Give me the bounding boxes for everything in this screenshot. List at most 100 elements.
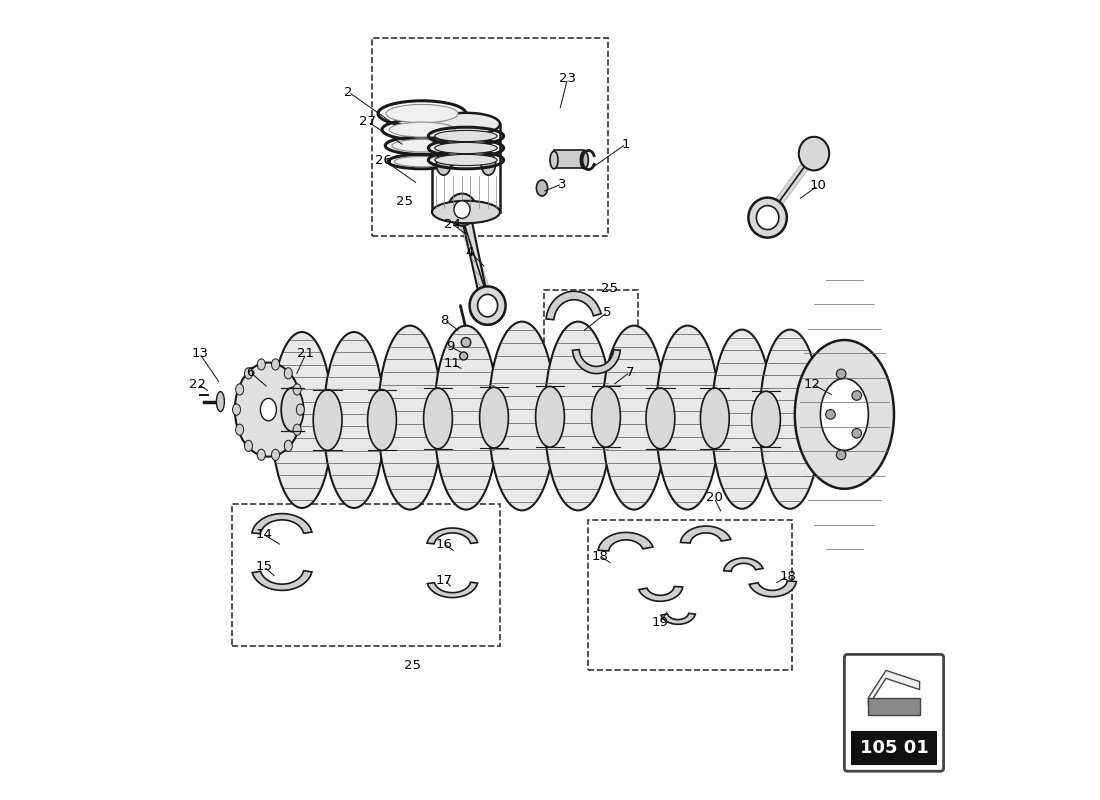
Ellipse shape [470,286,506,325]
Ellipse shape [454,201,470,218]
Ellipse shape [434,130,497,142]
Polygon shape [868,670,920,706]
Ellipse shape [646,388,674,449]
Text: 20: 20 [705,491,723,504]
Text: 16: 16 [436,538,453,550]
Circle shape [826,410,835,419]
Text: 18: 18 [780,570,796,582]
Polygon shape [427,528,477,544]
Ellipse shape [378,326,442,510]
Polygon shape [749,581,796,597]
Text: 105 01: 105 01 [859,739,928,757]
Ellipse shape [656,326,719,510]
Polygon shape [639,586,683,602]
Ellipse shape [232,404,241,415]
Ellipse shape [537,180,548,196]
Text: 11: 11 [444,358,461,370]
Text: 14: 14 [255,528,272,541]
Ellipse shape [712,330,772,509]
Ellipse shape [272,332,332,508]
Bar [373,38,608,236]
Bar [543,290,638,364]
Ellipse shape [294,384,301,395]
Text: 9: 9 [446,340,454,353]
Text: 13: 13 [191,347,208,360]
Text: 7: 7 [626,366,635,378]
Ellipse shape [748,198,786,238]
Ellipse shape [799,137,829,170]
Ellipse shape [323,332,384,508]
Ellipse shape [235,424,243,435]
Text: 25: 25 [396,195,412,208]
Ellipse shape [701,388,729,449]
Circle shape [836,369,846,378]
Text: 19: 19 [652,616,669,629]
Bar [850,731,937,765]
Ellipse shape [481,153,496,175]
Polygon shape [598,533,653,551]
Ellipse shape [282,388,304,432]
Text: 25: 25 [404,659,421,672]
Text: 15: 15 [255,560,272,573]
Ellipse shape [432,113,500,135]
Bar [232,504,499,646]
Ellipse shape [432,201,500,223]
Ellipse shape [434,142,497,154]
Text: 22: 22 [189,378,207,390]
Ellipse shape [392,139,452,152]
Ellipse shape [437,153,451,175]
Ellipse shape [284,440,293,451]
Text: 17: 17 [436,574,453,586]
Ellipse shape [394,157,450,166]
Ellipse shape [795,340,894,489]
Text: 8: 8 [440,314,449,326]
Text: 23: 23 [559,72,576,85]
Text: 24: 24 [444,218,461,230]
Ellipse shape [257,358,265,370]
Ellipse shape [460,352,467,360]
Ellipse shape [389,122,454,137]
Ellipse shape [217,392,224,411]
Ellipse shape [234,362,302,457]
Text: 18: 18 [591,550,608,562]
Text: 2: 2 [344,86,353,98]
Text: eurospares: eurospares [296,393,804,471]
Text: 27: 27 [359,115,376,128]
Ellipse shape [261,398,276,421]
Ellipse shape [602,326,666,510]
Polygon shape [252,571,312,590]
Ellipse shape [760,330,821,509]
Text: 6: 6 [245,366,254,378]
Polygon shape [661,614,695,624]
Text: 1: 1 [621,138,630,150]
Polygon shape [461,212,487,298]
Text: 25: 25 [602,282,618,294]
Polygon shape [681,526,730,543]
Circle shape [852,429,861,438]
Ellipse shape [294,424,301,435]
Ellipse shape [477,294,497,317]
Ellipse shape [448,194,476,226]
Ellipse shape [751,391,780,447]
Ellipse shape [424,388,452,449]
Circle shape [852,390,861,400]
Polygon shape [546,291,601,320]
Ellipse shape [757,206,779,230]
Bar [588,520,792,670]
Ellipse shape [550,151,558,169]
Ellipse shape [272,450,279,461]
Bar [554,150,584,168]
Ellipse shape [488,322,556,510]
Polygon shape [428,582,477,598]
Ellipse shape [314,390,342,450]
Ellipse shape [592,386,620,447]
Text: 5: 5 [603,306,612,318]
Ellipse shape [461,338,471,347]
Ellipse shape [386,104,458,123]
Ellipse shape [544,322,612,510]
Polygon shape [252,514,312,534]
Text: 4: 4 [465,246,474,258]
Ellipse shape [244,368,253,379]
Text: 3: 3 [558,178,566,190]
Ellipse shape [434,326,498,510]
